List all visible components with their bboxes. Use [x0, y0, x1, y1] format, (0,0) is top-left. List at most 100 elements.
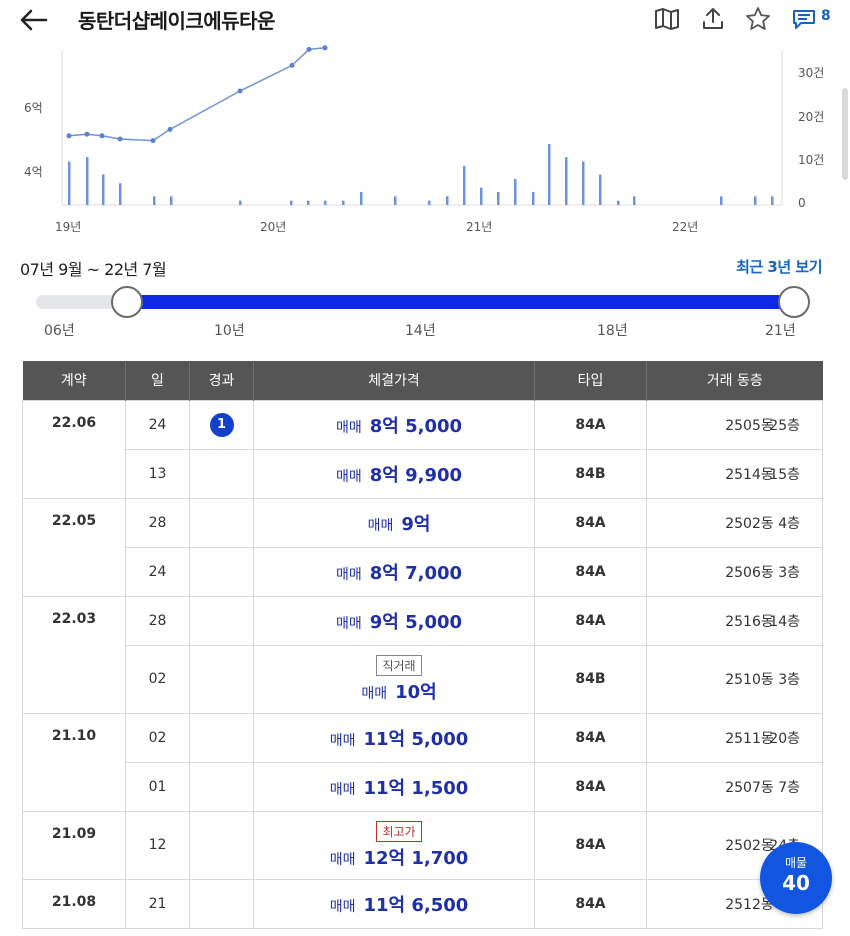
- floor-number: 3층: [778, 564, 800, 581]
- back-arrow-icon[interactable]: [18, 6, 50, 34]
- table-row[interactable]: 21.10 02 매매 11억 5,000 84A 2511동 20층: [22, 712, 823, 812]
- column-header[interactable]: 체결가격: [253, 361, 535, 400]
- deal-kind: 매매: [329, 732, 356, 749]
- volume-bar: [170, 196, 173, 205]
- floor-number: 4층: [778, 515, 800, 532]
- left-axis-label: 6억: [24, 101, 43, 115]
- price-point[interactable]: [289, 62, 295, 68]
- x-axis-label: 22년: [672, 220, 698, 234]
- building-number: 2516동: [725, 613, 774, 630]
- deal-kind: 매매: [329, 898, 356, 915]
- table-row[interactable]: 22.06 24 1 매매 8억 5,000 84A 2505동 25층: [22, 399, 823, 499]
- map-icon[interactable]: [653, 6, 681, 32]
- price-cell: 직거래 매매 10억: [253, 644, 535, 714]
- price-point[interactable]: [237, 88, 243, 94]
- left-axis-label: 4억: [24, 165, 43, 179]
- building-floor-cell: 2506동 3층: [646, 546, 823, 597]
- day-cell: 24: [125, 546, 190, 597]
- volume-bar: [446, 196, 449, 205]
- type-cell: 84A: [534, 810, 647, 880]
- table-row[interactable]: 13 매매 8억 9,900 84B 2514동 15층: [23, 448, 823, 499]
- column-header[interactable]: 경과: [189, 361, 254, 400]
- volume-bar: [497, 191, 500, 205]
- table-header-row: 계약 일 경과 체결가격 타입 거래 동층: [22, 361, 823, 400]
- price-point[interactable]: [322, 45, 328, 51]
- elapsed-cell: [189, 761, 254, 812]
- price-chart: 6억 4억 30건 20건 10건 0 19년 20년 21년 22년: [0, 40, 850, 240]
- volume-bar: [342, 200, 345, 205]
- listings-fab[interactable]: 매물 40: [760, 842, 832, 914]
- range-slider-start-handle[interactable]: [111, 286, 143, 318]
- fab-count: 40: [782, 871, 810, 895]
- elapsed-cell: [189, 448, 254, 499]
- day-cell: 02: [125, 712, 190, 763]
- fab-label: 매물: [784, 856, 808, 870]
- column-header[interactable]: 계약: [22, 361, 126, 400]
- table-row[interactable]: 22.05 28 매매 9억 84A 2502동 4층: [22, 497, 823, 597]
- volume-bar: [153, 196, 156, 205]
- deal-kind: 매매: [335, 468, 362, 485]
- price-point[interactable]: [306, 46, 312, 52]
- app-header: 동탄더샵레이크에듀타운 8: [0, 0, 850, 40]
- scrollbar-thumb[interactable]: [842, 88, 848, 180]
- chat-icon[interactable]: [790, 6, 818, 32]
- column-header[interactable]: 일: [125, 361, 190, 400]
- price-point[interactable]: [66, 133, 72, 139]
- building-floor-cell: 2511동 20층: [646, 712, 823, 763]
- floor-number: 15층: [769, 466, 800, 483]
- star-icon[interactable]: [744, 6, 772, 32]
- day-cell: 21: [125, 878, 190, 929]
- volume-bar: [463, 165, 466, 205]
- range-slider-end-handle[interactable]: [778, 286, 810, 318]
- chat-count: 8: [821, 8, 831, 24]
- price-line: [68, 47, 326, 142]
- table-row[interactable]: 24 매매 8억 7,000 84A 2506동 3층: [23, 546, 823, 597]
- table-row[interactable]: 01 매매 11억 1,500 84A 2507동 7층: [23, 761, 823, 812]
- deal-price: 10억: [395, 681, 437, 703]
- volume-bar: [599, 174, 602, 205]
- volume-bar: [68, 161, 71, 205]
- contract-month: 21.09: [22, 810, 126, 880]
- x-axis-label: 21년: [466, 220, 492, 234]
- building-floor-cell: 2507동 7층: [646, 761, 823, 812]
- deal-price: 11억 6,500: [363, 894, 469, 916]
- price-point[interactable]: [150, 138, 156, 144]
- price-point[interactable]: [117, 136, 123, 142]
- price-point[interactable]: [99, 133, 105, 139]
- elapsed-cell: [189, 497, 254, 548]
- type-cell: 84A: [534, 878, 647, 929]
- price-point[interactable]: [84, 131, 90, 137]
- slider-tick-label: 21년: [765, 323, 796, 339]
- recent-3-years-button[interactable]: 최근 3년 보기: [736, 258, 822, 276]
- price-cell: 매매 11억 5,000: [253, 712, 535, 763]
- deal-price: 9억: [401, 513, 431, 535]
- right-axis-label: 0: [798, 196, 806, 210]
- day-cell: 01: [125, 761, 190, 812]
- share-icon[interactable]: [699, 6, 727, 32]
- elapsed-cell: [189, 546, 254, 597]
- volume-bar: [86, 157, 89, 205]
- price-point[interactable]: [167, 126, 173, 132]
- floor-number: 14층: [769, 613, 800, 630]
- volume-bar: [754, 196, 757, 205]
- volume-bar: [360, 191, 363, 205]
- type-cell: 84A: [534, 546, 647, 597]
- table-row[interactable]: 22.03 28 매매 9억 5,000 84A 2516동 14층: [22, 595, 823, 714]
- deal-price: 8억 5,000: [369, 415, 463, 437]
- volume-bar: [324, 200, 327, 205]
- deal-kind: 매매: [335, 419, 362, 436]
- building-number: 2505동: [725, 417, 774, 434]
- column-header[interactable]: 타입: [534, 361, 647, 400]
- contract-month: 21.08: [22, 878, 126, 929]
- type-cell: 84A: [534, 761, 647, 812]
- column-header[interactable]: 거래 동층: [646, 361, 823, 400]
- contract-month: 21.10: [22, 712, 126, 812]
- price-cell: 최고가 매매 12억 1,700: [253, 810, 535, 880]
- floor-number: 7층: [778, 779, 800, 796]
- deal-tag: 직거래: [376, 654, 422, 676]
- table-row[interactable]: 02 직거래 매매 10억 84B 2510동 3층: [23, 644, 823, 714]
- deal-kind: 매매: [367, 517, 394, 534]
- day-cell: 12: [125, 810, 190, 880]
